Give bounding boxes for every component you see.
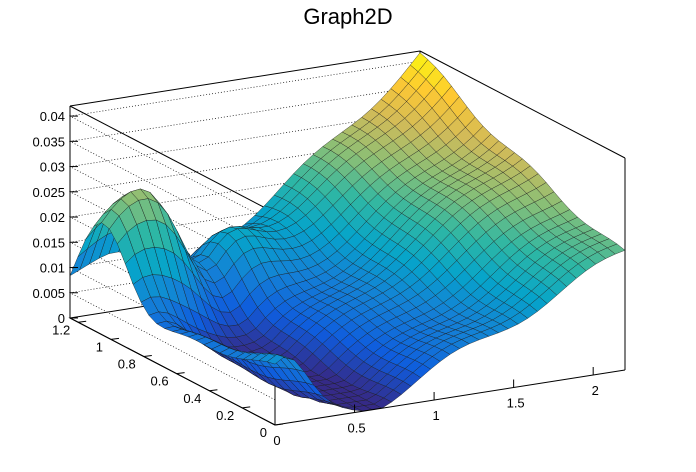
y-tick-mark bbox=[78, 320, 87, 323]
x-tick-label: 1 bbox=[432, 408, 439, 423]
z-tick-label: 0.02 bbox=[40, 210, 65, 225]
axis-ticks: 00.511.5200.20.40.60.811.200.0050.010.01… bbox=[32, 109, 598, 448]
z-tick-label: 0.005 bbox=[32, 286, 65, 301]
y-tick-mark bbox=[274, 423, 284, 426]
z-tick-label: 0.025 bbox=[32, 185, 65, 200]
x-tick-label: 0.5 bbox=[348, 421, 366, 436]
x-tick-label: 2 bbox=[592, 383, 599, 398]
z-tick-label: 0.035 bbox=[32, 134, 65, 149]
z-tick-label: 0.01 bbox=[40, 261, 65, 276]
z-tick-label: 0 bbox=[58, 311, 65, 326]
y-tick-label: 0.4 bbox=[183, 391, 201, 406]
y-tick-mark bbox=[110, 337, 120, 340]
surface-cell bbox=[606, 243, 626, 255]
y-tick-mark bbox=[242, 406, 251, 409]
surface-mesh bbox=[69, 52, 626, 412]
x-tick-label: 1.5 bbox=[507, 396, 525, 411]
y-tick-mark bbox=[209, 389, 218, 392]
y-tick-label: 1.2 bbox=[52, 322, 70, 337]
y-tick-mark bbox=[176, 372, 185, 375]
y-tick-label: 0.8 bbox=[118, 357, 136, 372]
y-tick-label: 0.2 bbox=[216, 408, 234, 423]
z-tick-label: 0.03 bbox=[40, 160, 65, 175]
x-tick-label: 0 bbox=[273, 433, 280, 448]
z-tick-label: 0.015 bbox=[32, 235, 65, 250]
x-axis-line bbox=[274, 369, 626, 426]
y-tick-label: 0 bbox=[260, 425, 267, 440]
y-axis-line bbox=[69, 317, 276, 426]
back-top-edge bbox=[69, 50, 421, 107]
right-top-edge bbox=[419, 50, 626, 159]
z-tick-label: 0.04 bbox=[40, 109, 65, 124]
frame-front bbox=[69, 317, 626, 426]
chart-title: Graph2D bbox=[303, 4, 393, 29]
left-top-edge bbox=[69, 105, 276, 214]
y-tick-label: 0.6 bbox=[151, 374, 169, 389]
y-tick-label: 1 bbox=[96, 339, 103, 354]
y-tick-mark bbox=[143, 355, 152, 358]
